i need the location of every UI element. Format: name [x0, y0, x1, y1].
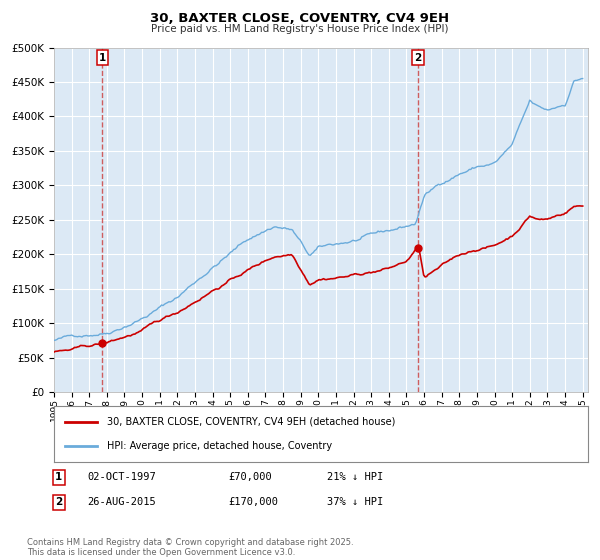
Text: 30, BAXTER CLOSE, COVENTRY, CV4 9EH (detached house): 30, BAXTER CLOSE, COVENTRY, CV4 9EH (det… — [107, 417, 396, 427]
Text: Price paid vs. HM Land Registry's House Price Index (HPI): Price paid vs. HM Land Registry's House … — [151, 24, 449, 34]
Text: 2: 2 — [415, 53, 422, 63]
Text: 30, BAXTER CLOSE, COVENTRY, CV4 9EH: 30, BAXTER CLOSE, COVENTRY, CV4 9EH — [151, 12, 449, 25]
Text: 2: 2 — [55, 497, 62, 507]
Text: 26-AUG-2015: 26-AUG-2015 — [87, 497, 156, 507]
Text: HPI: Average price, detached house, Coventry: HPI: Average price, detached house, Cove… — [107, 441, 332, 451]
Text: 02-OCT-1997: 02-OCT-1997 — [87, 472, 156, 482]
Text: £170,000: £170,000 — [228, 497, 278, 507]
Text: 21% ↓ HPI: 21% ↓ HPI — [327, 472, 383, 482]
Text: 37% ↓ HPI: 37% ↓ HPI — [327, 497, 383, 507]
Text: 1: 1 — [99, 53, 106, 63]
Text: 1: 1 — [55, 472, 62, 482]
Text: £70,000: £70,000 — [228, 472, 272, 482]
Text: Contains HM Land Registry data © Crown copyright and database right 2025.
This d: Contains HM Land Registry data © Crown c… — [27, 538, 353, 557]
